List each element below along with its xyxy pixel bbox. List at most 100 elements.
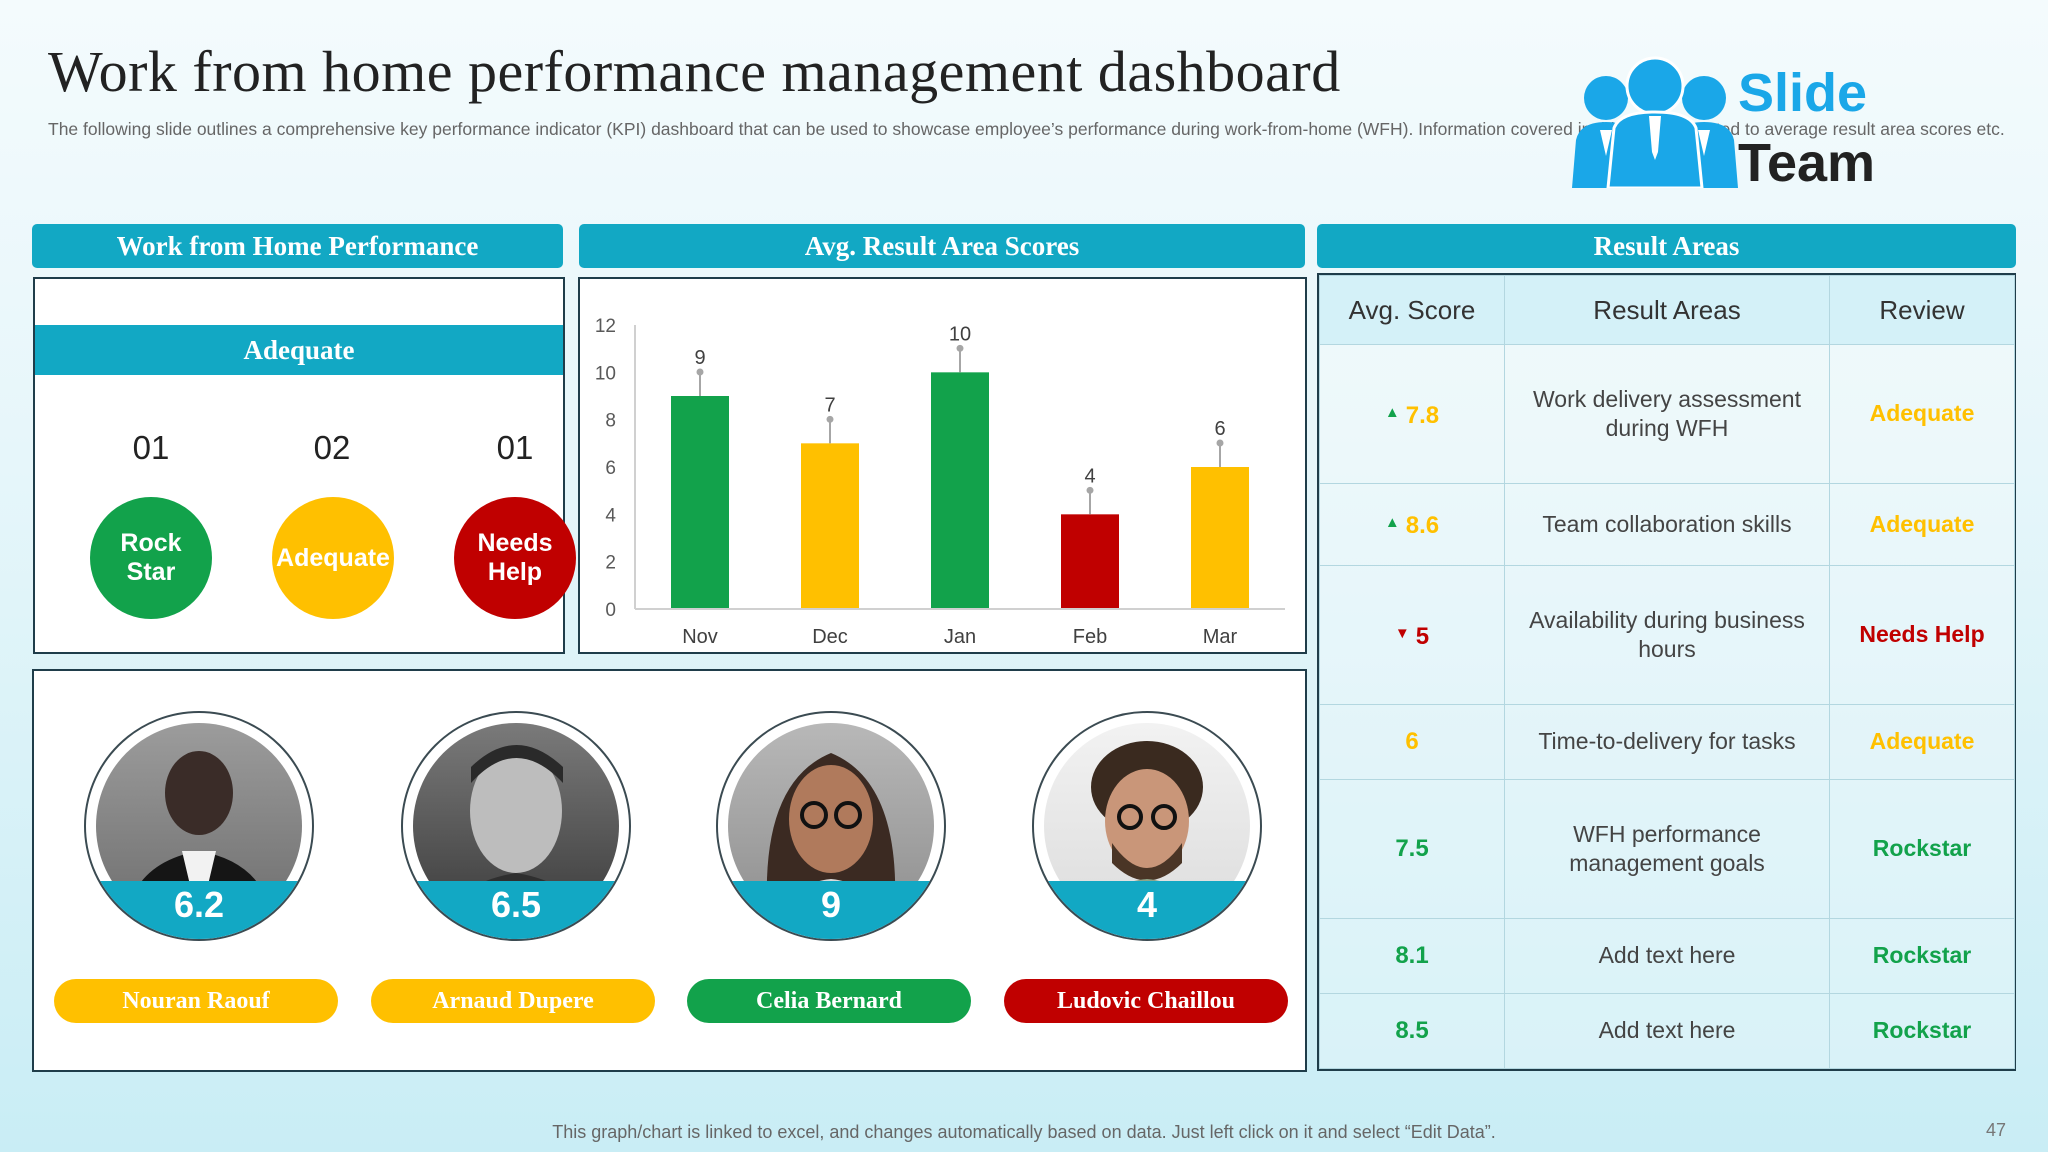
avatar-nouran-raouf: 6.2: [84, 711, 314, 941]
table-row: ▼ 5 Availability during business hours Need…: [1319, 564, 2015, 705]
bar-dec: [801, 443, 859, 609]
trend-up-icon: ▲: [1384, 514, 1400, 532]
name-pill-nouran-raouf: Nouran Raouf: [54, 979, 338, 1023]
x-tick-label: Mar: [1203, 626, 1238, 648]
review-cell: Adequate: [1829, 344, 2015, 484]
table-row: 6 Time-to-delivery for tasks Adequate: [1319, 703, 2015, 780]
bar-nov: [671, 396, 729, 609]
score-celia-bernard: 9: [718, 881, 944, 939]
rockstar-label-line2: Star: [126, 558, 176, 586]
col-review: Review: [1829, 275, 2015, 345]
needshelp-circle: Needs Help: [454, 497, 576, 619]
result-area-cell: Add text here: [1504, 917, 1830, 994]
score-ludovic-chaillou: 4: [1034, 881, 1260, 939]
logo-word-team: Team: [1738, 133, 1876, 193]
y-tick-label: 2: [605, 553, 616, 574]
table-row: ▲ 8.6 Team collaboration skills Adequate: [1319, 482, 2015, 566]
needshelp-label-line1: Needs: [477, 529, 553, 557]
result-areas-table: Avg. Score Result Areas Review ▲ 7.8 Work …: [1319, 275, 2015, 1070]
review-cell: Rockstar: [1829, 992, 2015, 1070]
chart-heading: Avg. Result Area Scores: [579, 224, 1305, 268]
y-tick-label: 12: [595, 316, 616, 337]
y-tick-label: 0: [605, 600, 616, 621]
bar-mar: [1191, 467, 1249, 609]
performance-band: Adequate: [35, 325, 563, 375]
x-tick-label: Nov: [682, 626, 718, 648]
result-area-cell: Team collaboration skills: [1504, 482, 1830, 566]
avg-score-cell: ▼ 5: [1319, 564, 1505, 705]
name-pill-arnaud-dupere: Arnaud Dupere: [371, 979, 655, 1023]
result-area-cell: WFH performance management goals: [1504, 778, 1830, 919]
data-label-dot: [696, 368, 704, 376]
data-label: 10: [949, 323, 971, 345]
avg-score-cell: 7.5: [1319, 778, 1505, 919]
score-value: 7.5: [1395, 835, 1429, 863]
adequate-circle: Adequate: [272, 497, 394, 619]
bar-chart: 0 2 4 6 8 10 12 9 Nov 7 Dec 10 Jan 4 Feb 6 Mar: [595, 316, 1285, 648]
needshelp-label-line2: Help: [487, 558, 543, 586]
chart-box: 0 2 4 6 8 10 12 9 Nov 7 Dec 10 Jan 4 Feb 6 Mar: [578, 277, 1307, 654]
trend-down-icon: ▼: [1394, 624, 1410, 642]
avatar-ludovic-chaillou: 4: [1032, 711, 1262, 941]
avg-score-cell: ▲ 7.8: [1319, 344, 1505, 484]
avg-score-cell: ▲ 8.6: [1319, 482, 1505, 566]
data-label-dot: [1086, 486, 1094, 494]
footer-note: This graph/chart is linked to excel, and…: [552, 1122, 1496, 1142]
slideteam-logo: Slide Team: [1570, 56, 1900, 192]
table-row: 8.5 Add text here Rockstar: [1319, 992, 2015, 1070]
performance-box: Adequate 01 02 01 Rock Star Adequate Need…: [33, 277, 576, 654]
page-title: Work from home performance management da…: [48, 39, 1341, 104]
trend-up-icon: ▲: [1384, 403, 1400, 421]
data-label: 9: [694, 347, 705, 369]
logo-word-slide: Slide: [1738, 63, 1868, 123]
result-area-cell: Work delivery assessment during WFH: [1504, 344, 1830, 484]
table-header-row: Avg. Score Result Areas Review: [1319, 275, 2015, 345]
score-value: 7.8: [1405, 401, 1440, 429]
score-value: 5: [1415, 622, 1430, 650]
adequate-count: 02: [313, 429, 351, 466]
result-areas-box: Avg. Score Result Areas Review ▲ 7.8 Work …: [1317, 273, 2016, 1071]
review-cell: Adequate: [1829, 482, 2015, 566]
data-label-dot: [826, 415, 834, 423]
score-value: 8.6: [1405, 512, 1440, 540]
col-result-areas: Result Areas: [1504, 275, 1830, 345]
rockstar-circle: Rock Star: [90, 497, 212, 619]
bar-feb: [1061, 514, 1119, 609]
bar-jan: [931, 372, 989, 609]
needshelp-count: 01: [496, 429, 534, 466]
score-arnaud-dupere: 6.5: [403, 881, 629, 939]
score-value: 8.5: [1395, 1017, 1429, 1045]
adequate-label: Adequate: [276, 543, 390, 572]
y-tick-label: 10: [595, 363, 616, 384]
avatar-celia-bernard: 9: [716, 711, 946, 941]
table-row: ▲ 7.8 Work delivery assessment during WFH A…: [1319, 344, 2015, 484]
page-subtitle: The following slide outlines a comprehen…: [48, 119, 2005, 139]
avg-score-cell: 6: [1319, 703, 1505, 780]
table-row: 8.1 Add text here Rockstar: [1319, 917, 2015, 994]
y-tick-label: 4: [605, 505, 616, 526]
team-people-icon: [1572, 56, 1738, 188]
table-row: 7.5 WFH performance management goals Rocks…: [1319, 778, 2015, 919]
page-number: 47: [1986, 1120, 2007, 1140]
avatar-arnaud-dupere: 6.5: [401, 711, 631, 941]
y-tick-label: 8: [605, 411, 616, 432]
review-cell: Adequate: [1829, 703, 2015, 780]
result-area-cell: Time-to-delivery for tasks: [1504, 703, 1830, 780]
score-value: 6: [1405, 728, 1419, 756]
review-cell: Rockstar: [1829, 778, 2015, 919]
result-areas-heading: Result Areas: [1317, 224, 2016, 268]
data-label: 4: [1084, 465, 1095, 487]
result-area-cell: Add text here: [1504, 992, 1830, 1070]
review-cell: Needs Help: [1829, 564, 2015, 705]
x-tick-label: Feb: [1073, 626, 1107, 648]
score-value: 8.1: [1395, 942, 1429, 970]
data-label: 7: [824, 394, 835, 416]
data-label-dot: [1216, 439, 1224, 447]
name-pill-celia-bernard: Celia Bernard: [687, 979, 971, 1023]
x-tick-label: Jan: [944, 626, 976, 648]
y-tick-label: 6: [605, 458, 616, 479]
result-area-cell: Availability during business hours: [1504, 564, 1830, 705]
x-tick-label: Dec: [812, 626, 848, 648]
data-label: 6: [1214, 418, 1225, 440]
rockstar-label-line1: Rock: [120, 529, 182, 557]
